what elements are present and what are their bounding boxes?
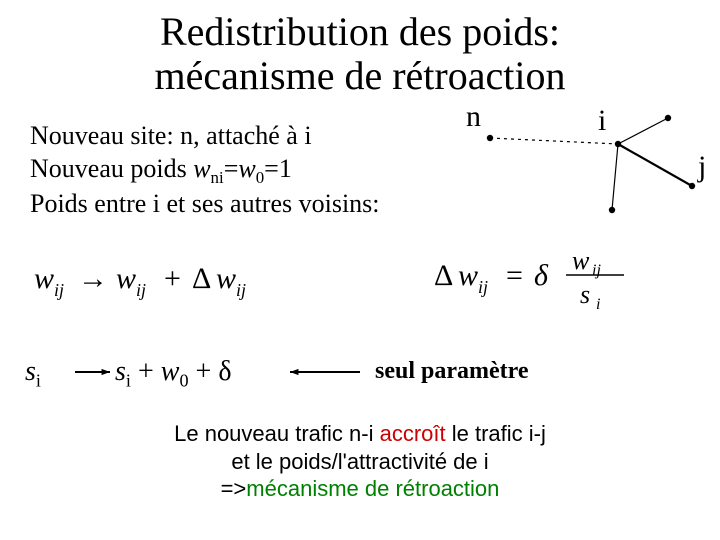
svg-text:+: + <box>164 262 181 295</box>
desc-line-3: Poids entre i et ses autres voisins: <box>30 188 380 221</box>
svg-text:=: = <box>506 259 523 292</box>
slide: Redistribution des poids: mécanisme de r… <box>0 0 720 540</box>
svg-text:s: s <box>580 280 590 309</box>
desc-line-1: Nouveau site: n, attaché à i <box>30 120 380 153</box>
svg-text:w: w <box>34 262 54 295</box>
svg-text:w: w <box>458 259 478 292</box>
svg-text:ij: ij <box>478 277 488 297</box>
svg-text:i: i <box>598 110 606 137</box>
network-diagram: n i j <box>450 110 710 260</box>
formula-left: wij→wij+Δwij <box>30 250 320 305</box>
slide-title: Redistribution des poids: mécanisme de r… <box>0 10 720 98</box>
footer-line-2: et le poids/l'attractivité de i <box>0 448 720 476</box>
svg-text:w: w <box>216 262 236 295</box>
svg-text:ij: ij <box>236 280 246 300</box>
title-line-2: mécanisme de rétroaction <box>155 53 566 98</box>
si-update-row: si si + w0 + δ seul paramètre <box>20 350 700 400</box>
description-block: Nouveau site: n, attaché à i Nouveau poi… <box>30 120 380 220</box>
svg-text:ij: ij <box>54 280 64 300</box>
footer-accroit: accroît <box>380 421 446 446</box>
svg-text:n: n <box>466 110 481 133</box>
svg-text:Δ: Δ <box>192 262 211 295</box>
svg-text:w: w <box>116 262 136 295</box>
footer-line-1: Le nouveau trafic n-i accroît le trafic … <box>0 420 720 448</box>
svg-text:Δ: Δ <box>434 259 453 292</box>
svg-text:w: w <box>572 246 590 275</box>
svg-text:j: j <box>697 150 706 183</box>
svg-text:→: → <box>78 262 108 295</box>
footer-text: Le nouveau trafic n-i accroît le trafic … <box>0 420 720 503</box>
footer-retro: mécanisme de rétroaction <box>246 476 499 501</box>
svg-text:ij: ij <box>592 262 601 279</box>
footer-line-3: =>mécanisme de rétroaction <box>0 475 720 503</box>
svg-text:ij: ij <box>136 280 146 300</box>
svg-text:i: i <box>596 296 600 310</box>
title-line-1: Redistribution des poids: <box>160 9 560 54</box>
svg-text:δ: δ <box>534 259 549 292</box>
desc-line-2: Nouveau poids wni=w0=1 <box>30 153 380 188</box>
seul-parametre-label: seul paramètre <box>375 358 529 385</box>
arrow-back-to-delta <box>20 350 700 400</box>
formula-right: Δwij=δwijsi <box>430 245 675 310</box>
